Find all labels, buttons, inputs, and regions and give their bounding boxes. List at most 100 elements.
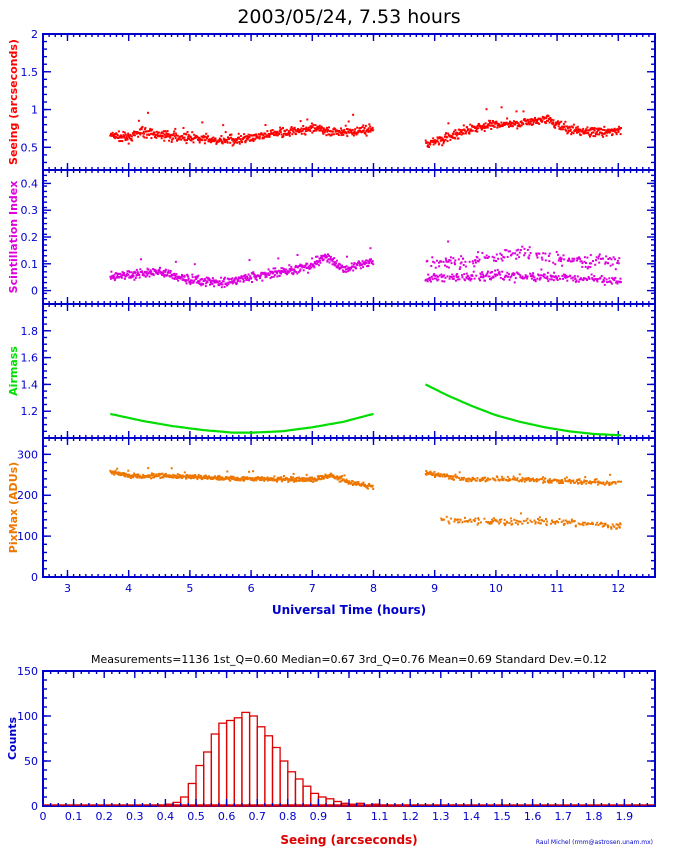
data-point	[139, 133, 142, 136]
histogram-stats: Measurements=1136 1st_Q=0.60 Median=0.67…	[91, 653, 607, 666]
data-point	[155, 136, 158, 139]
data-point	[433, 261, 436, 264]
data-point	[438, 274, 441, 277]
data-point	[337, 266, 340, 269]
data-point	[561, 480, 564, 483]
data-point	[137, 473, 140, 476]
data-point	[529, 272, 532, 275]
data-point	[223, 138, 226, 141]
data-point	[355, 483, 358, 486]
data-point	[109, 469, 112, 472]
data-point	[551, 122, 554, 125]
data-point	[425, 473, 428, 476]
data-point	[619, 277, 622, 280]
data-point	[482, 275, 485, 278]
data-point	[517, 248, 520, 251]
data-point	[571, 131, 573, 134]
data-point	[620, 127, 622, 129]
data-point	[607, 280, 610, 283]
data-point	[473, 265, 476, 268]
data-point	[165, 134, 168, 137]
data-point	[208, 140, 211, 143]
data-point	[313, 260, 316, 263]
data-point	[312, 265, 315, 267]
data-point	[127, 134, 130, 137]
data-point	[185, 133, 188, 136]
data-point	[486, 479, 489, 482]
data-point	[171, 277, 174, 280]
data-point	[590, 273, 593, 276]
data-point	[531, 274, 534, 277]
data-point	[169, 270, 172, 272]
data-point	[429, 470, 432, 473]
data-point	[562, 273, 565, 276]
x-tick-label: 1	[346, 810, 353, 823]
data-point	[550, 119, 552, 122]
data-point	[466, 126, 469, 129]
y-tick-label: 50	[24, 755, 38, 768]
data-point	[427, 273, 430, 276]
data-point	[442, 138, 445, 141]
data-point	[582, 524, 585, 527]
data-point	[472, 519, 475, 522]
data-point	[501, 123, 504, 126]
data-point	[554, 121, 557, 124]
data-point	[324, 473, 327, 476]
data-point	[341, 479, 344, 482]
data-point	[130, 271, 133, 274]
data-point	[544, 122, 547, 125]
data-point	[116, 467, 119, 470]
data-point	[111, 131, 114, 134]
data-point	[158, 268, 161, 271]
data-point	[431, 278, 434, 281]
data-point	[558, 123, 561, 126]
data-point	[594, 135, 597, 138]
data-point	[556, 279, 559, 281]
data-point	[310, 480, 313, 482]
data-point	[231, 277, 234, 280]
data-point	[554, 126, 557, 129]
data-point	[581, 481, 584, 484]
data-point	[265, 275, 268, 278]
data-point	[567, 479, 570, 482]
data-point	[346, 270, 349, 273]
data-point	[471, 260, 474, 263]
data-point	[342, 269, 344, 272]
data-point	[123, 135, 125, 138]
data-point	[429, 142, 431, 145]
data-point	[313, 478, 316, 481]
data-point	[178, 476, 181, 479]
data-point	[221, 283, 224, 286]
data-point	[533, 119, 536, 122]
data-point	[129, 477, 132, 480]
data-point	[225, 282, 228, 285]
data-point	[612, 481, 615, 484]
data-point	[250, 139, 253, 142]
data-point	[278, 132, 281, 135]
data-point	[576, 259, 578, 262]
data-point	[138, 474, 141, 477]
data-point	[337, 264, 340, 267]
data-point	[543, 480, 546, 483]
data-point	[370, 127, 373, 130]
data-point	[617, 262, 620, 265]
data-point	[355, 133, 358, 136]
data-point	[167, 269, 170, 272]
x-tick-label: 1.1	[371, 810, 389, 823]
data-point	[578, 478, 581, 481]
data-point	[547, 479, 549, 482]
data-point	[517, 273, 520, 276]
data-point	[332, 260, 335, 263]
data-point	[434, 476, 436, 478]
data-point	[363, 263, 366, 266]
data-point	[327, 258, 330, 261]
data-point	[469, 518, 472, 521]
data-point	[164, 133, 166, 136]
data-points	[109, 467, 622, 530]
data-point	[234, 281, 237, 284]
histogram-bar	[248, 715, 258, 807]
data-point	[564, 120, 567, 123]
data-point	[299, 263, 302, 266]
data-point	[227, 282, 230, 285]
data-point	[310, 125, 313, 128]
